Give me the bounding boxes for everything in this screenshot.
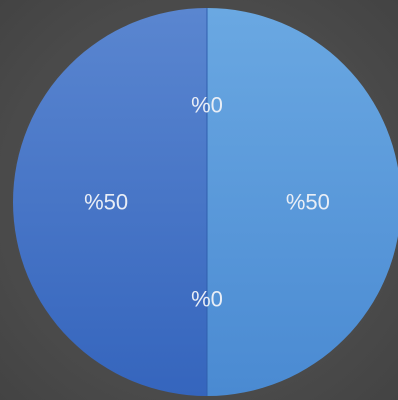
pie-slice-2 [13,8,207,396]
slice-label-3: %0 [191,93,223,118]
slice-label-1: %0 [191,287,223,312]
slice-label-2: %50 [84,190,128,215]
slice-label-0: %50 [286,190,330,215]
pie-labels: %50 %0 %50 %0 [84,93,330,312]
pie-slices [13,8,398,396]
pie-slice-0 [207,8,398,396]
